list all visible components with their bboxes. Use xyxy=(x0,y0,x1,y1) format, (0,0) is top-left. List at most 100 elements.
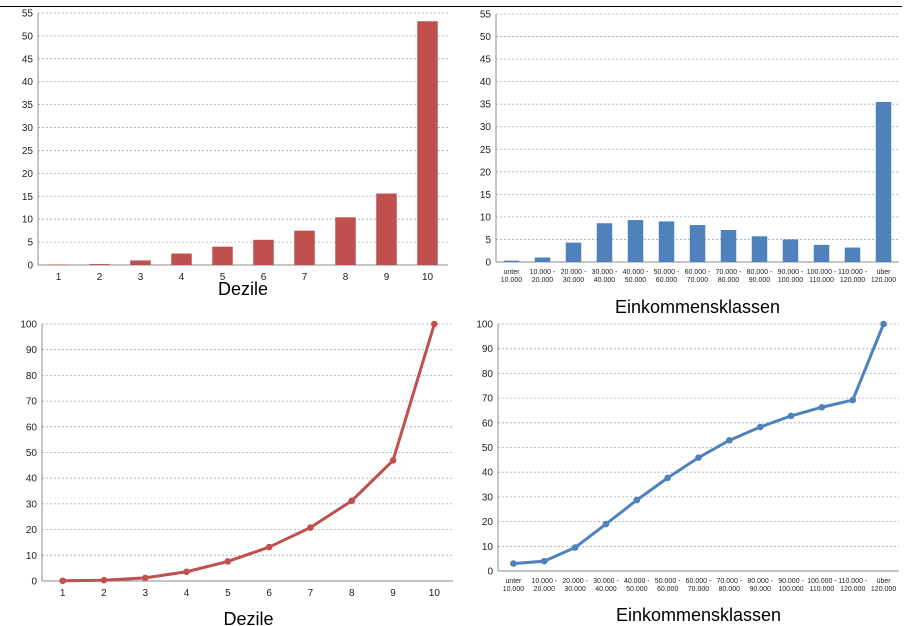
y-tick-label: 50 xyxy=(482,443,494,454)
bar xyxy=(751,236,768,262)
x-axis-label: Einkommensklassen xyxy=(616,605,781,625)
y-tick-label: 15 xyxy=(480,190,492,201)
data-point xyxy=(664,474,671,482)
x-tick-label: unter 10.000 xyxy=(503,578,525,593)
x-tick-label: 20.000 -30.000 xyxy=(562,578,588,593)
x-tick-label: 8 xyxy=(343,272,349,283)
y-tick-label: 40 xyxy=(480,77,492,88)
chart-deciles-cumulative-line: 0 10 20 30 40 50 60 70 80 90 100 1 2 3 4 5 6 7 8 9 10 Dezile xyxy=(20,320,453,626)
y-tick-label: 0 xyxy=(31,577,37,588)
bar xyxy=(503,260,520,262)
x-tick-label: 7 xyxy=(308,588,314,599)
data-point xyxy=(224,558,232,565)
y-tick-label: 30 xyxy=(26,499,38,510)
data-point xyxy=(571,544,579,551)
y-tick-label: 40 xyxy=(26,474,38,485)
x-tick-label: 60.000 -70.000 xyxy=(686,578,712,593)
y-tick-label: 15 xyxy=(22,192,34,203)
x-tick-label: 6 xyxy=(261,272,267,283)
data-point xyxy=(756,423,764,431)
x-tick-label: 70.000 -80.000 xyxy=(716,269,742,284)
y-tick-label: 10 xyxy=(482,542,494,553)
data-point xyxy=(787,412,795,420)
x-tick-label: 40.000 -50.000 xyxy=(623,269,649,284)
bar xyxy=(565,242,582,262)
y-tick-label: 25 xyxy=(22,146,34,157)
y-tick-label: 70 xyxy=(482,394,494,405)
x-tick-label: 50.000 -60.000 xyxy=(655,578,681,593)
x-tick-label: 2 xyxy=(97,272,103,283)
x-tick-label: unter 10.000 xyxy=(501,269,523,284)
x-tick-label: 90.000 -100.000 xyxy=(778,578,804,593)
y-tick-label: 0 xyxy=(27,261,33,272)
y-tick-label: 5 xyxy=(485,235,491,246)
bar xyxy=(596,223,613,262)
data-point xyxy=(818,403,826,411)
x-axis-label: Dezile xyxy=(223,609,273,626)
x-axis-label: Einkommensklassen xyxy=(615,297,780,315)
bar xyxy=(335,217,356,265)
series-line xyxy=(62,323,436,583)
x-tick-label: 10 xyxy=(422,272,434,283)
x-tick-label: 10.000 -20.000 xyxy=(531,578,557,593)
data-point xyxy=(265,543,273,551)
x-tick-label: 110.000 -120.000 xyxy=(838,578,868,593)
y-tick-label: 20 xyxy=(22,169,34,180)
x-tick-label: 5 xyxy=(225,588,231,599)
x-tick-label: 50.000 -60.000 xyxy=(654,269,680,284)
y-tick-label: 60 xyxy=(26,422,38,433)
x-tick-label: 10 xyxy=(429,588,441,599)
y-tick-label: 55 xyxy=(22,9,34,20)
x-tick-label: 10.000 -20.000 xyxy=(530,269,556,284)
y-tick-label: 0 xyxy=(487,567,493,578)
x-tick-label: 8 xyxy=(349,588,355,599)
y-tick-label: 20 xyxy=(26,525,38,536)
x-tick-label: 70.000 -80.000 xyxy=(717,578,743,593)
bar xyxy=(212,246,233,265)
data-point xyxy=(510,560,517,567)
bar xyxy=(171,253,192,265)
x-tick-label: 20.000 -30.000 xyxy=(561,269,587,284)
series-line xyxy=(513,323,885,566)
y-tick-label: 0 xyxy=(485,258,491,269)
x-tick-label: 9 xyxy=(390,588,396,599)
bar xyxy=(689,225,706,262)
x-tick-label: 40.000 -50.000 xyxy=(624,578,650,593)
y-tick-label: 50 xyxy=(480,32,492,43)
y-tick-label: 100 xyxy=(20,320,37,331)
y-tick-label: 20 xyxy=(480,167,492,178)
data-point xyxy=(540,557,548,565)
data-point xyxy=(141,574,149,582)
x-tick-label: 4 xyxy=(179,272,185,283)
data-point xyxy=(100,576,108,584)
y-tick-label: 100 xyxy=(476,320,493,331)
x-tick-label: 30.000 -40.000 xyxy=(592,269,618,284)
y-tick-label: 5 xyxy=(27,238,33,249)
x-tick-label: 3 xyxy=(142,588,148,599)
y-tick-label: 25 xyxy=(480,145,492,156)
x-tick-label: 2 xyxy=(101,588,107,599)
x-tick-label: über 120.000 xyxy=(871,578,896,593)
bar xyxy=(130,260,151,265)
x-tick-label: 100.000 -110.000 xyxy=(807,269,837,284)
x-tick-label: 3 xyxy=(138,272,144,283)
y-tick-label: 35 xyxy=(22,100,34,111)
y-tick-label: 30 xyxy=(482,492,494,503)
page-top-rule xyxy=(0,0,907,12)
y-tick-label: 20 xyxy=(482,517,494,528)
x-tick-label: 7 xyxy=(302,272,308,283)
x-tick-label: 100.000 -110.000 xyxy=(807,578,837,593)
x-tick-label: 80.000 -90.000 xyxy=(747,578,773,593)
y-tick-label: 45 xyxy=(480,55,492,66)
bar xyxy=(782,239,799,262)
y-tick-label: 45 xyxy=(22,54,34,65)
data-point xyxy=(307,524,314,531)
x-tick-label: 1 xyxy=(56,272,62,283)
y-tick-label: 70 xyxy=(26,397,38,408)
y-tick-label: 60 xyxy=(482,418,494,429)
y-tick-label: 30 xyxy=(22,123,34,134)
data-point xyxy=(183,568,190,576)
y-tick-label: 50 xyxy=(22,31,34,42)
x-tick-label: über 120.000 xyxy=(871,269,896,284)
